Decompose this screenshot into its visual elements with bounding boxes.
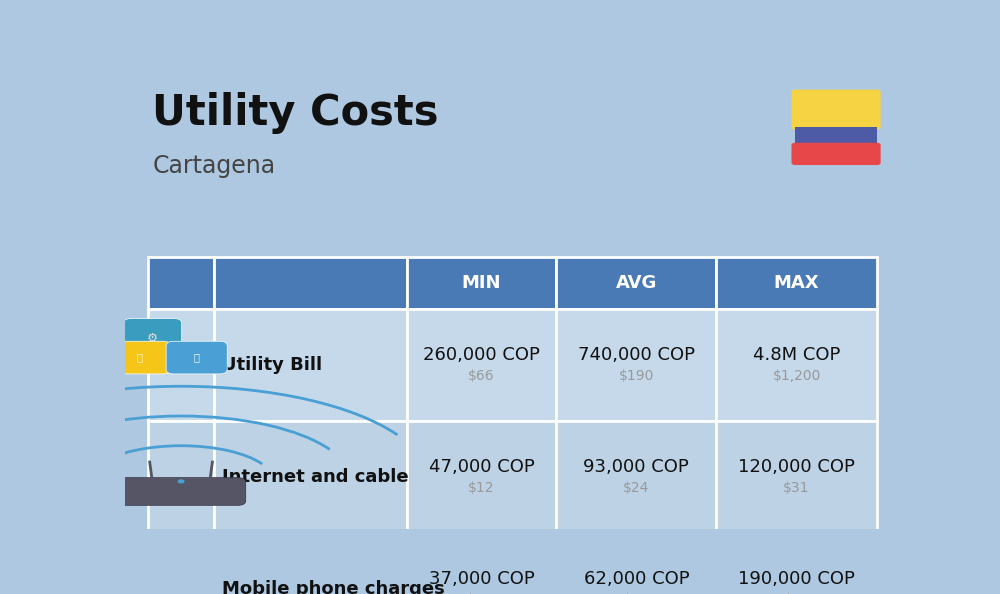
FancyBboxPatch shape bbox=[166, 341, 227, 374]
FancyBboxPatch shape bbox=[155, 570, 207, 594]
FancyBboxPatch shape bbox=[792, 90, 881, 129]
FancyBboxPatch shape bbox=[407, 257, 556, 309]
FancyBboxPatch shape bbox=[180, 588, 198, 594]
FancyBboxPatch shape bbox=[148, 533, 214, 594]
FancyBboxPatch shape bbox=[148, 257, 214, 309]
Text: Internet and cable: Internet and cable bbox=[222, 468, 408, 486]
FancyBboxPatch shape bbox=[134, 550, 228, 594]
FancyBboxPatch shape bbox=[148, 421, 214, 533]
Text: Utility Bill: Utility Bill bbox=[222, 356, 322, 374]
Text: 120,000 COP: 120,000 COP bbox=[738, 457, 855, 476]
Text: $31: $31 bbox=[783, 481, 810, 495]
Circle shape bbox=[177, 479, 185, 484]
FancyBboxPatch shape bbox=[214, 257, 407, 309]
Text: $66: $66 bbox=[468, 369, 495, 383]
FancyBboxPatch shape bbox=[556, 309, 716, 421]
Text: 260,000 COP: 260,000 COP bbox=[423, 346, 540, 364]
FancyBboxPatch shape bbox=[193, 588, 211, 594]
FancyBboxPatch shape bbox=[123, 318, 182, 361]
FancyBboxPatch shape bbox=[716, 309, 877, 421]
FancyBboxPatch shape bbox=[716, 421, 877, 533]
Text: $1,200: $1,200 bbox=[772, 369, 821, 383]
Bar bbox=[795, 144, 877, 145]
Text: 37,000 COP: 37,000 COP bbox=[429, 570, 534, 587]
FancyBboxPatch shape bbox=[716, 533, 877, 594]
FancyBboxPatch shape bbox=[214, 533, 407, 594]
FancyBboxPatch shape bbox=[154, 588, 172, 594]
Text: $190: $190 bbox=[619, 369, 654, 383]
FancyBboxPatch shape bbox=[167, 588, 185, 594]
Text: MAX: MAX bbox=[774, 274, 819, 292]
FancyBboxPatch shape bbox=[116, 478, 246, 505]
Text: MIN: MIN bbox=[462, 274, 501, 292]
Text: $12: $12 bbox=[468, 481, 495, 495]
Text: 47,000 COP: 47,000 COP bbox=[429, 457, 534, 476]
FancyBboxPatch shape bbox=[214, 309, 407, 421]
Text: Mobile phone charges: Mobile phone charges bbox=[222, 580, 444, 594]
Text: 93,000 COP: 93,000 COP bbox=[583, 457, 689, 476]
FancyBboxPatch shape bbox=[792, 143, 881, 165]
Text: Cartagena: Cartagena bbox=[152, 154, 275, 178]
Text: 62,000 COP: 62,000 COP bbox=[584, 570, 689, 587]
Text: $9.4: $9.4 bbox=[466, 593, 497, 594]
Text: 🔌: 🔌 bbox=[137, 353, 143, 362]
FancyBboxPatch shape bbox=[214, 421, 407, 533]
Text: $16: $16 bbox=[623, 593, 650, 594]
FancyBboxPatch shape bbox=[109, 341, 170, 374]
FancyBboxPatch shape bbox=[716, 257, 877, 309]
Text: 190,000 COP: 190,000 COP bbox=[738, 570, 855, 587]
Text: AVG: AVG bbox=[616, 274, 657, 292]
Text: 💧: 💧 bbox=[194, 353, 200, 362]
FancyBboxPatch shape bbox=[148, 309, 214, 421]
FancyBboxPatch shape bbox=[556, 421, 716, 533]
Text: $24: $24 bbox=[623, 481, 650, 495]
FancyBboxPatch shape bbox=[407, 309, 556, 421]
Bar bbox=[795, 127, 877, 145]
Text: 4.8M COP: 4.8M COP bbox=[753, 346, 840, 364]
Text: Utility Costs: Utility Costs bbox=[152, 92, 439, 134]
Text: $47: $47 bbox=[783, 593, 810, 594]
Text: ⚙: ⚙ bbox=[147, 332, 158, 345]
FancyBboxPatch shape bbox=[556, 257, 716, 309]
FancyBboxPatch shape bbox=[556, 533, 716, 594]
FancyBboxPatch shape bbox=[407, 421, 556, 533]
FancyBboxPatch shape bbox=[407, 533, 556, 594]
Text: 740,000 COP: 740,000 COP bbox=[578, 346, 695, 364]
